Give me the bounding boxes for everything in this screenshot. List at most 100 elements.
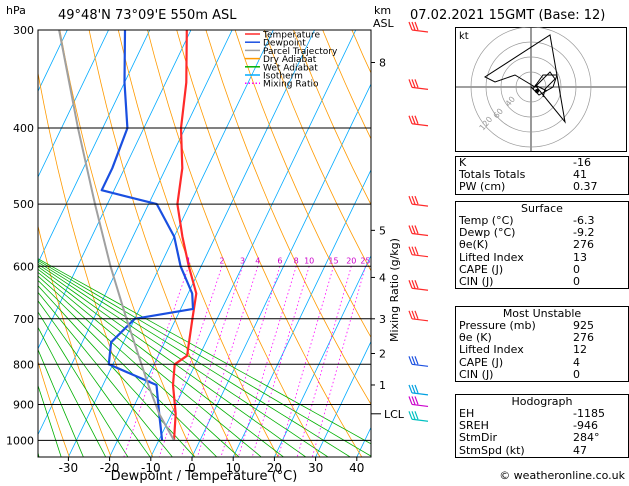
hodograph-trace — [483, 34, 566, 124]
wet-adiabat-line — [38, 266, 307, 457]
km-tick-label: 5 — [379, 224, 386, 237]
isotherm-line — [274, 254, 371, 457]
hodo-row: SREH -946 — [459, 419, 598, 433]
surface-row: Lifted Index 13 — [459, 250, 587, 264]
dry-adiabat-line — [38, 70, 154, 457]
dry-adiabat-line — [117, 30, 279, 457]
wet-adiabat-line — [38, 275, 240, 457]
wet-adiabat-line — [38, 311, 129, 457]
dry-adiabat-line — [263, 30, 371, 272]
wet-adiabat-line — [38, 291, 173, 457]
dry-adiabat-line — [234, 30, 371, 339]
wet-adiabat-line — [38, 285, 195, 457]
mixing-ratio-label: 15 — [328, 256, 338, 265]
lcl-label: LCL — [384, 408, 405, 421]
mixing-ratio-label: 1 — [186, 256, 191, 265]
mixing-ratio-label: 3 — [240, 256, 245, 265]
legend-entry: Mixing Ratio — [263, 80, 319, 90]
most-unstable-table: Most Unstable Pressure (mb) 925 θe (K) 276… — [455, 306, 629, 382]
dry-adiabat-line — [440, 30, 456, 457]
x-tick-label: -10 — [141, 461, 161, 475]
series-dewpoint — [100, 30, 195, 441]
wind-barb-feather — [414, 21, 419, 31]
surface-row: CAPE (J) 0 — [459, 262, 580, 276]
mixing-ratio-label: 20 — [346, 256, 356, 265]
wind-barb-feather — [411, 384, 416, 394]
wind-barb-feather — [411, 356, 416, 365]
wind-barb-feather — [414, 310, 419, 320]
wet-adiabat-line — [38, 348, 84, 457]
pressure-tick-label: 900 — [13, 398, 34, 411]
x-tick-label: -30 — [59, 461, 79, 475]
x-axis-label: Dewpoint / Temperature (°C) — [111, 469, 298, 484]
mixing-ratio-axis-label: Mixing Ratio (g/kg) — [388, 238, 401, 342]
wet-adiabat-line — [38, 261, 351, 457]
wind-barb-feather — [411, 21, 416, 31]
mu-row: CIN (J) 0 — [459, 367, 580, 381]
wind-barb-feather — [414, 115, 419, 124]
wind-barb-feather — [411, 280, 416, 289]
mixing-ratio-line — [251, 266, 310, 457]
pressure-unit: hPa — [6, 4, 26, 17]
wind-barb-feather — [408, 310, 413, 320]
pressure-tick-label: 500 — [13, 198, 34, 211]
wind-barb-feather — [408, 356, 413, 365]
wind-barb-feather — [411, 115, 416, 124]
wind-barb-feather — [408, 195, 413, 205]
dry-adiabat-line — [38, 224, 112, 457]
pressure-tick-label: 1000 — [6, 434, 34, 447]
km-tick-label: 8 — [379, 56, 386, 69]
legend-entry: Isotherm — [263, 72, 303, 82]
wind-barb-feather — [414, 384, 419, 394]
index-row: Totals Totals 41 — [459, 168, 587, 182]
mixing-ratio-line — [123, 266, 189, 457]
series-temperature — [171, 30, 198, 441]
wind-barb-feather — [408, 246, 413, 255]
hodo-row: StmDir 284° — [459, 431, 600, 445]
legend-entry: Dry Adiabat — [263, 55, 317, 65]
most-unstable-title: Most Unstable — [502, 307, 582, 320]
mixing-ratio-label: 6 — [277, 256, 282, 265]
km-tick-label: 4 — [379, 271, 386, 284]
mixing-ratio-line — [296, 266, 352, 457]
surface-row: θe(K) 276 — [459, 238, 594, 252]
wind-barb-feather — [411, 246, 416, 255]
surface-row: Dewp (°C) -9.2 — [459, 226, 595, 240]
wet-adiabat-line — [38, 268, 284, 457]
copyright-text: © weatheronline.co.uk — [499, 469, 625, 482]
hodograph: kt 40 60 120 — [455, 27, 627, 152]
pressure-tick-label: 700 — [13, 313, 34, 326]
mu-row: Pressure (mb) 925 — [459, 319, 594, 332]
location-title: 49°48'N 73°09'E 550m ASL — [58, 8, 237, 23]
x-tick-label: -20 — [100, 461, 120, 475]
wind-barb-feather — [414, 195, 419, 205]
legend-entry: Wet Adiabat — [263, 63, 318, 73]
mixing-ratio-label: 10 — [304, 256, 314, 265]
isotherm-line — [0, 30, 26, 457]
mixing-ratio-line — [237, 266, 297, 457]
isotherm-line — [38, 30, 192, 350]
wind-barb-feather — [408, 396, 413, 405]
wind-barb-feather — [414, 396, 419, 405]
dry-adiabat-line — [38, 360, 70, 457]
wind-barb-feather — [414, 411, 419, 420]
dry-adiabat-line — [293, 30, 371, 206]
index-row: K -16 — [459, 156, 591, 169]
hodo-row: StmSpd (kt) 47 — [459, 443, 587, 457]
wind-barb — [411, 418, 429, 422]
x-tick-label: 30 — [308, 461, 323, 475]
mixing-ratio-line — [196, 266, 259, 457]
wind-barb-feather — [414, 280, 419, 289]
mixing-ratio-line — [311, 266, 366, 457]
isotherm-line — [315, 340, 371, 457]
wind-barb — [411, 403, 429, 408]
isotherm-line — [38, 30, 151, 264]
height-unit-km: km — [374, 4, 392, 17]
mixing-ratio-line — [180, 266, 243, 457]
pressure-tick-label: 800 — [13, 358, 34, 371]
isotherm-line — [38, 30, 68, 93]
mixing-ratio-line — [220, 266, 281, 457]
mixing-ratio-label: 2 — [219, 256, 224, 265]
mu-row: CAPE (J) 4 — [459, 355, 580, 369]
